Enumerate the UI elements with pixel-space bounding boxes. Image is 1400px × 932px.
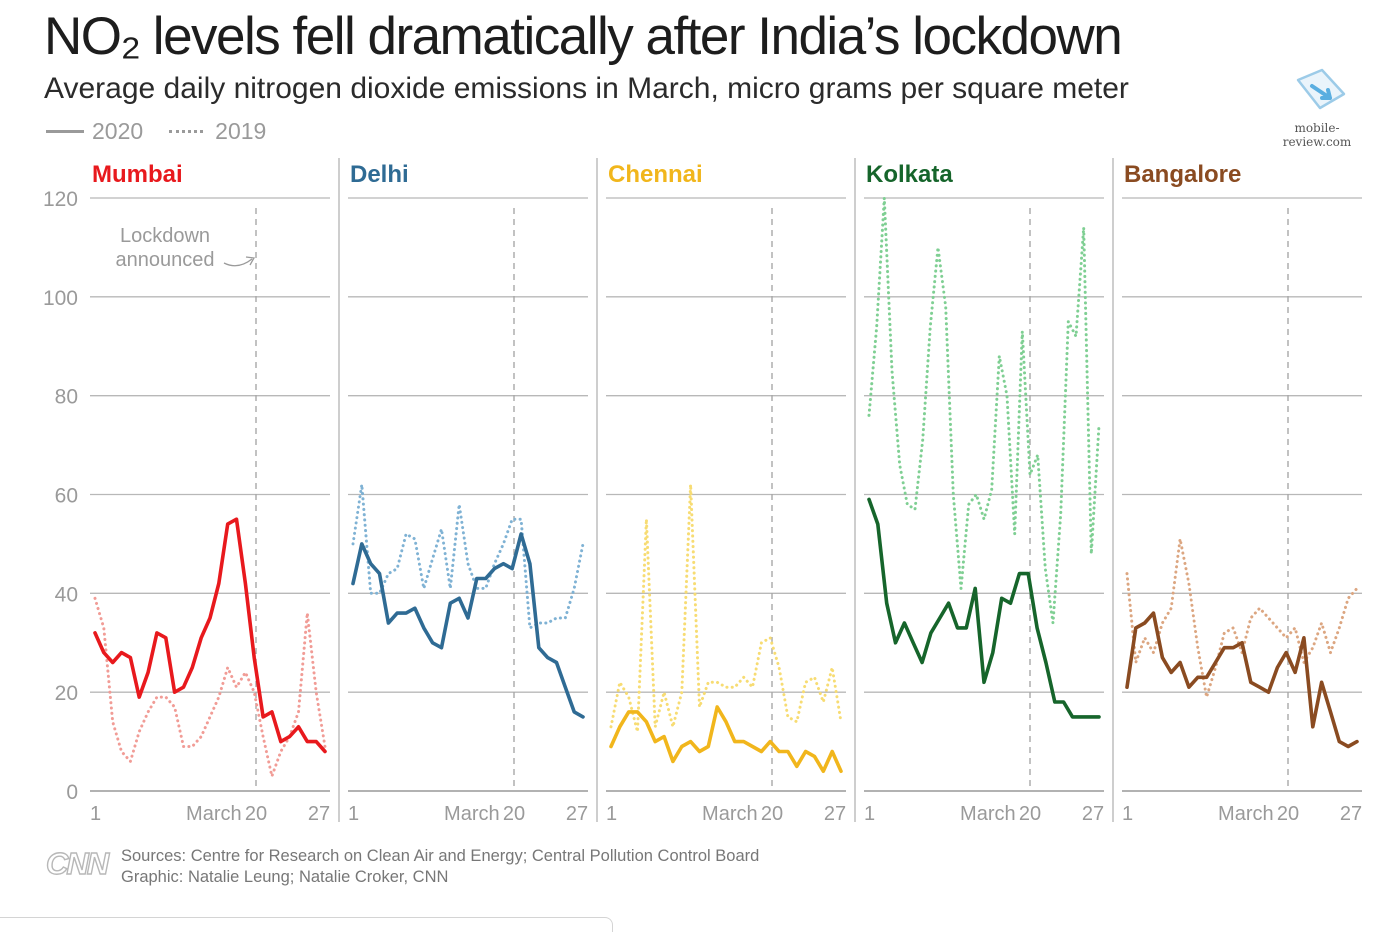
page-title: NO₂ levels fell dramatically after India… <box>44 7 1123 66</box>
cnn-logo: CNN <box>45 845 110 881</box>
panel-title-chennai: Chennai <box>608 161 703 188</box>
legend-label-2020: 2020 <box>92 117 144 144</box>
footer-sources: Sources: Centre for Research on Clean Ai… <box>121 847 760 865</box>
series-2019-line-delhi <box>351 483 585 630</box>
bottom-tab-edge <box>0 917 613 932</box>
panel-title-bangalore: Bangalore <box>1124 161 1241 188</box>
legend-solid-line-swatch <box>46 129 84 133</box>
legend: 2020 2019 <box>46 116 292 146</box>
x-tick-label: March <box>186 803 242 825</box>
x-tick-label: 20 <box>1019 803 1041 825</box>
x-tick-label: 27 <box>1082 803 1104 825</box>
x-tick-label: 20 <box>761 803 783 825</box>
x-tick-label: 20 <box>503 803 525 825</box>
share-arrow-icon <box>1296 68 1346 110</box>
footer-graphic-credit: Graphic: Natalie Leung; Natalie Croker, … <box>121 868 449 886</box>
x-tick-label: 1 <box>864 803 875 825</box>
panel-title-mumbai: Mumbai <box>92 161 183 188</box>
legend-dotted-line-swatch <box>169 129 204 133</box>
x-tick-label: March <box>960 803 1016 825</box>
watermark: mobile-review.com <box>1262 64 1372 149</box>
x-tick-label: 1 <box>90 803 101 825</box>
y-tick-label: 80 <box>55 386 78 409</box>
y-tick-label: 40 <box>55 583 78 606</box>
footer-credits: Sources: Centre for Research on Clean Ai… <box>121 846 759 888</box>
x-tick-label: 27 <box>1340 803 1362 825</box>
y-tick-label: 120 <box>43 188 78 211</box>
legend-label-2019: 2019 <box>215 117 267 144</box>
series-2020-line-chennai <box>609 705 843 774</box>
lockdown-annotation-line2: announced <box>116 249 215 271</box>
x-tick-label: 1 <box>1122 803 1133 825</box>
legend-item-2020: 2020 <box>46 118 143 145</box>
x-tick-label: 20 <box>245 803 267 825</box>
x-tick-label: 20 <box>1277 803 1299 825</box>
x-tick-label: 27 <box>824 803 846 825</box>
series-2019-line-bangalore <box>1125 537 1359 699</box>
y-tick-label: 0 <box>66 781 78 804</box>
series-2019-line-chennai <box>609 483 843 734</box>
y-tick-label: 100 <box>43 287 78 310</box>
x-tick-label: 27 <box>566 803 588 825</box>
series-2019-line-mumbai <box>93 596 327 778</box>
page-subtitle: Average daily nitrogen dioxide emissions… <box>44 72 1129 105</box>
panel-title-kolkata: Kolkata <box>866 161 953 188</box>
series-2020-line-delhi <box>351 532 585 719</box>
panel-title-delhi: Delhi <box>350 161 409 188</box>
legend-item-2019: 2019 <box>169 118 266 145</box>
annotation-arrow-head <box>245 256 256 266</box>
watermark-text: mobile-review.com <box>1282 121 1352 149</box>
x-tick-label: 1 <box>606 803 617 825</box>
x-tick-label: March <box>444 803 500 825</box>
y-tick-label: 20 <box>55 682 78 705</box>
series-2020-line-kolkata <box>867 497 1101 719</box>
x-tick-label: March <box>1218 803 1274 825</box>
y-tick-label: 60 <box>55 485 78 508</box>
x-tick-label: March <box>702 803 758 825</box>
annotation-arrow <box>223 258 253 267</box>
x-tick-label: 1 <box>348 803 359 825</box>
x-tick-label: 27 <box>308 803 330 825</box>
series-2020-line-bangalore <box>1125 611 1359 749</box>
series-2019-line-kolkata <box>867 196 1101 625</box>
series-2020-line-mumbai <box>93 517 327 754</box>
lockdown-annotation-line1: Lockdown <box>120 225 210 247</box>
